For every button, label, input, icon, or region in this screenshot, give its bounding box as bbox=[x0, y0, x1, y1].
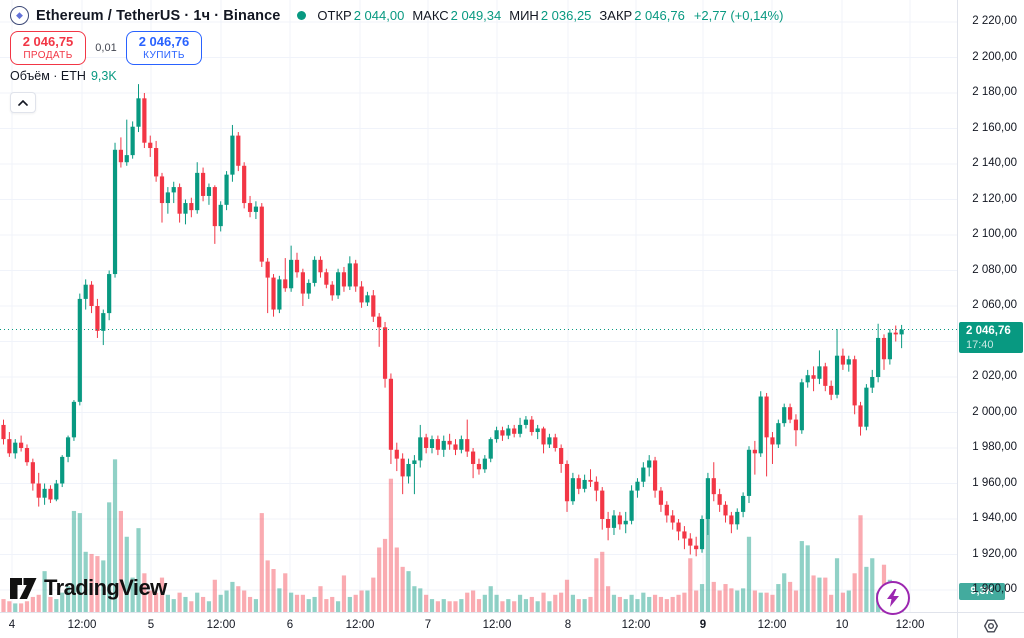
ohlc-values: ОТКР 2 044,00 МАКС 2 049,34 МИН 2 036,25 ЗА… bbox=[317, 8, 783, 23]
price-tick-label: 2 080,00 bbox=[972, 263, 1017, 276]
time-tick-label: 12:00 bbox=[345, 619, 375, 631]
tradingview-mark-icon bbox=[10, 577, 37, 599]
price-tick-label: 2 180,00 bbox=[972, 86, 1017, 98]
time-tick-label: 12:00 bbox=[757, 619, 787, 631]
time-tick-label: 4 bbox=[8, 619, 16, 631]
price-tick-label: 2 220,00 bbox=[972, 15, 1017, 27]
price-tick-label: 2 160,00 bbox=[972, 121, 1017, 134]
time-axis[interactable]: 4 12:00 5 12:00 6 12:00 7 12:00 8 12:00 9 12:00 10 12… bbox=[0, 612, 957, 638]
open-label: ОТКР bbox=[317, 8, 352, 23]
price-tick-label: 2 020,00 bbox=[972, 370, 1017, 382]
low-label: МИН bbox=[509, 8, 539, 23]
buy-price: 2 046,76 bbox=[138, 34, 190, 49]
trade-panel: 2 046,75 ПРОДАТЬ 0,01 2 046,76 КУПИТЬ bbox=[10, 31, 202, 65]
chart-pane[interactable] bbox=[0, 0, 957, 612]
ethereum-logo-icon: ◆ bbox=[10, 6, 29, 25]
close-label: ЗАКР bbox=[599, 8, 633, 23]
collapse-panel-button[interactable] bbox=[10, 92, 36, 113]
candlestick-chart[interactable] bbox=[0, 0, 957, 612]
time-tick-label: 12:00 bbox=[621, 619, 651, 631]
volume-label: Объём · ETH bbox=[10, 69, 86, 83]
volume-value: 9,3K bbox=[90, 69, 117, 83]
price-tick-label: 2 200,00 bbox=[972, 50, 1017, 63]
sell-price: 2 046,75 bbox=[22, 34, 74, 49]
axis-corner bbox=[957, 612, 1024, 638]
price-tick-label: 1 980,00 bbox=[972, 441, 1017, 453]
open-value: 2 044,00 bbox=[353, 8, 405, 23]
volume-axis-tag: 9,3K bbox=[959, 583, 1005, 600]
price-tick-label: 2 100,00 bbox=[972, 228, 1017, 240]
price-tick-label: 1 960,00 bbox=[972, 476, 1017, 489]
last-price-value: 2 046,76 bbox=[966, 324, 1011, 337]
time-tick-label: 12:00 bbox=[67, 619, 97, 631]
time-tick-label: 5 bbox=[147, 619, 155, 631]
price-tick-label: 1 900,00 bbox=[972, 583, 1017, 595]
price-axis[interactable]: 2 046,76 17:40 9,3K 2 220,00 2 200,00 2 18… bbox=[957, 0, 1024, 612]
price-tick-label: 2 140,00 bbox=[972, 157, 1017, 169]
time-tick-label: 12:00 bbox=[206, 619, 236, 631]
symbol-title[interactable]: Ethereum / TetherUS · 1ч · Binance bbox=[36, 7, 281, 24]
price-tick-label: 2 000,00 bbox=[972, 405, 1017, 418]
time-tick-label: 9 bbox=[699, 619, 707, 631]
bar-countdown: 17:40 bbox=[966, 338, 994, 351]
buy-button[interactable]: 2 046,76 КУПИТЬ bbox=[126, 31, 202, 65]
price-tick-label: 1 920,00 bbox=[972, 547, 1017, 560]
tradingview-logo[interactable]: TradingView bbox=[10, 575, 167, 601]
tradingview-text: TradingView bbox=[44, 575, 167, 600]
lightning-bolt-icon bbox=[887, 589, 899, 607]
buy-label: КУПИТЬ bbox=[143, 50, 185, 61]
close-value: 2 046,76 bbox=[634, 8, 685, 23]
high-value: 2 049,34 bbox=[450, 8, 502, 23]
change-value: +2,77 (+0,14%) bbox=[693, 8, 784, 23]
high-label: МАКС bbox=[412, 8, 449, 23]
sell-label: ПРОДАТЬ bbox=[23, 50, 73, 61]
time-tick-label: 12:00 bbox=[482, 619, 512, 631]
price-tick-label: 2 120,00 bbox=[972, 192, 1017, 205]
low-value: 2 036,25 bbox=[540, 8, 592, 23]
price-tick-label: 1 940,00 bbox=[972, 512, 1017, 524]
spread-value: 0,01 bbox=[95, 42, 117, 54]
chevron-up-icon bbox=[18, 99, 28, 106]
time-tick-label: 8 bbox=[564, 619, 572, 631]
chart-legend: ◆ Ethereum / TetherUS · 1ч · Binance ОТК… bbox=[10, 6, 783, 25]
sell-button[interactable]: 2 046,75 ПРОДАТЬ bbox=[10, 31, 86, 65]
time-tick-label: 6 bbox=[286, 619, 294, 631]
axis-settings-gear-icon[interactable] bbox=[982, 617, 1000, 635]
price-tick-label: 2 060,00 bbox=[972, 299, 1017, 311]
market-open-dot-icon[interactable] bbox=[297, 11, 307, 20]
time-tick-label: 10 bbox=[835, 619, 849, 631]
time-tick-label: 12:00 bbox=[895, 619, 925, 631]
last-price-tag: 2 046,76 17:40 bbox=[959, 321, 1023, 353]
volume-legend[interactable]: Объём · ETH 9,3K bbox=[10, 69, 117, 83]
instant-order-button[interactable] bbox=[876, 581, 910, 615]
time-tick-label: 7 bbox=[424, 619, 432, 631]
